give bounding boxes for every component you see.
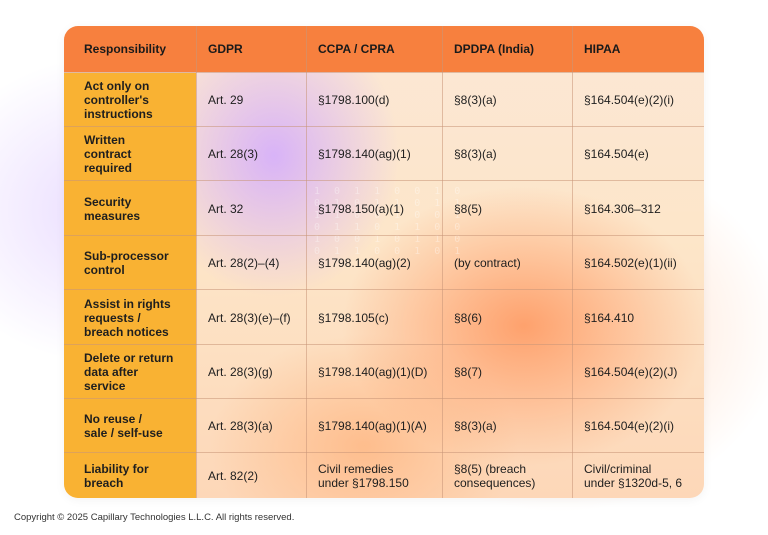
ccpa-cpra-cell-line: under §1798.150 [318, 476, 409, 490]
responsibility-line: Sub-processor [84, 249, 169, 263]
table-row: Written contract required Art. 28(3) §1798.1… [64, 126, 704, 181]
copyright-notice: Copyright © 2025 Capillary Technologies … [14, 512, 295, 523]
responsibility-cell-bg [64, 345, 196, 399]
responsibility-cell: Security measures [64, 181, 196, 236]
responsibility-line: service [84, 379, 126, 393]
responsibility-cell-bg [64, 127, 196, 181]
dpdpa-india-cell: §8(3)(a) [454, 93, 497, 107]
responsibility-line: Written [84, 133, 126, 147]
responsibility-cell-bg [64, 399, 196, 453]
table-row: Sub-processor control Art. 28(2)–(4) §1798.… [64, 235, 704, 290]
responsibility-cell: No reuse / sale / self-use [64, 399, 196, 453]
responsibility-line: data after [84, 365, 139, 379]
ccpa-cpra-cell: §1798.140(ag)(1)(D) [318, 365, 428, 379]
hipaa-cell: §164.306–312 [584, 201, 661, 216]
responsibility-line: control [84, 263, 125, 277]
dpdpa-india-cell: (by contract) [454, 256, 521, 270]
column-divider [306, 26, 307, 498]
gdpr-cell: Art. 28(3)(g) [208, 365, 273, 379]
ccpa-cpra-cell: §1798.140(ag)(2) [318, 256, 411, 270]
dpdpa-india-cell: §8(3)(a) [454, 419, 497, 433]
header-cell-ccpa-cpra: CCPA / CPRA [318, 42, 395, 56]
responsibility-cell: Liability for breach [64, 453, 196, 498]
dpdpa-india-cell: §8(7) [454, 365, 483, 379]
responsibility-cell-bg [64, 181, 196, 236]
responsibility-line: No reuse / [84, 412, 143, 426]
ccpa-cpra-cell-line: Civil remedies [318, 462, 394, 476]
hipaa-cell-line: under §1320d-5, 6 [584, 476, 683, 490]
hipaa-cell: §164.502(e)(1)(ii) [584, 256, 677, 270]
gdpr-cell: Art. 32 [208, 201, 244, 216]
responsibility-line: Security [84, 194, 132, 209]
hipaa-cell: §164.504(e)(2)(i) [584, 93, 675, 107]
gdpr-cell: Art. 29 [208, 93, 244, 107]
gdpr-cell: Art. 28(2)–(4) [208, 256, 280, 270]
responsibility-line: requests / [84, 310, 141, 325]
dpdpa-india-cell: §8(6) [454, 310, 483, 325]
column-divider [196, 26, 197, 498]
responsibility-cell: Act only on controller's instructions [64, 73, 196, 127]
hipaa-cell: Civil/criminal under §1320d-5, 6 [572, 453, 704, 498]
dpdpa-india-cell-line: consequences) [454, 476, 536, 490]
header-cell-responsibility: Responsibility [84, 42, 167, 56]
responsibility-line: breach [84, 476, 124, 490]
responsibility-line: required [84, 161, 133, 175]
responsibility-line: measures [84, 208, 141, 223]
responsibility-line: instructions [84, 107, 153, 121]
gdpr-cell: Art. 28(3)(a) [208, 419, 273, 433]
table-row: Act only on controller's instructions Art. … [64, 72, 704, 127]
ccpa-cpra-cell: §1798.150(a)(1) [318, 201, 405, 216]
responsibility-line: contract [84, 147, 132, 161]
table-row: Assist in rights requests / breach notices… [64, 289, 704, 345]
table-row: Delete or return data after service Art. 28… [64, 344, 704, 399]
hipaa-cell: §164.410 [584, 310, 635, 325]
responsibility-line: Liability for [84, 462, 149, 476]
column-divider [442, 26, 443, 498]
header-cell-dpdpa-india: DPDPA (India) [454, 42, 534, 56]
responsibility-cell-bg [64, 73, 196, 127]
responsibility-cell-bg [64, 290, 196, 345]
ccpa-cpra-cell: §1798.140(ag)(1) [318, 147, 411, 161]
responsibility-line: sale / self-use [84, 426, 163, 440]
hipaa-cell: §164.504(e) [584, 147, 649, 161]
responsibility-line: Act only on [84, 79, 150, 93]
hipaa-cell-line: Civil/criminal [584, 462, 652, 476]
responsibility-cell: Written contract required [64, 127, 196, 181]
ccpa-cpra-cell: §1798.105(c) [318, 310, 389, 325]
column-divider [572, 26, 573, 498]
ccpa-cpra-cell: §1798.100(d) [318, 93, 390, 107]
ccpa-cpra-cell: Civil remedies under §1798.150 [306, 453, 442, 498]
responsibility-cell: Assist in rights requests / breach notices [64, 290, 196, 345]
responsibility-line: Assist in rights [84, 296, 171, 311]
header-cell-gdpr: GDPR [208, 42, 243, 56]
responsibility-cell-bg [64, 236, 196, 290]
dpdpa-india-cell: §8(3)(a) [454, 147, 497, 161]
hipaa-cell: §164.504(e)(2)(i) [584, 419, 675, 433]
table-row: Security measures Art. 32 §1798.150(a)(1) §8… [64, 180, 704, 236]
table-row: No reuse / sale / self-use Art. 28(3)(a) §1… [64, 398, 704, 453]
responsibility-line: Delete or return [84, 351, 174, 365]
responsibility-cell: Delete or return data after service [64, 345, 196, 399]
dpdpa-india-cell-line: §8(5) (breach [454, 462, 527, 476]
dpdpa-india-cell: §8(5) (breach consequences) [442, 453, 572, 498]
header-cell-hipaa: HIPAA [584, 42, 621, 56]
gdpr-cell: Art. 28(3)(e)–(f) [208, 310, 291, 325]
responsibility-line: breach notices [84, 324, 169, 339]
ccpa-cpra-cell: §1798.140(ag)(1)(A) [318, 419, 427, 433]
responsibility-comparison-table: 1 0 1 1 0 0 1 0 0 1 0 1 1 0 1 1 1 1 0 0 … [64, 26, 704, 498]
dpdpa-india-cell: §8(5) [454, 201, 483, 216]
responsibility-cell: Sub-processor control [64, 236, 196, 290]
responsibility-cell-bg [64, 453, 196, 498]
hipaa-cell: §164.504(e)(2)(J) [584, 365, 678, 379]
table-header-row [64, 26, 704, 72]
responsibility-line: controller's [84, 93, 149, 107]
table-row: Liability for breach Art. 82(2) Civil remed… [64, 452, 704, 498]
gdpr-cell: Art. 82(2) [208, 469, 259, 483]
gdpr-cell: Art. 28(3) [208, 147, 259, 161]
